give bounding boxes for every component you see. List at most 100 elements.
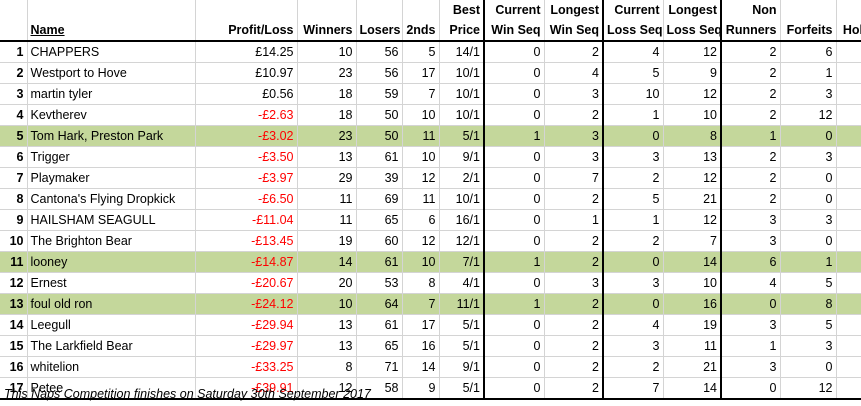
longest-win-seq-cell: 4 <box>544 62 604 84</box>
best-price-cell: 9/1 <box>439 356 485 378</box>
header-forfeits: Forfeits <box>780 20 837 42</box>
longest-loss-seq-cell: 16 <box>663 293 722 315</box>
header-row-bottom: Name Profit/Loss Winners Losers 2nds Pri… <box>0 20 861 42</box>
header-non-runners-top: Non <box>721 0 781 20</box>
holiday-cell: 0 <box>836 251 861 273</box>
longest-loss-seq-cell: 8 <box>663 125 722 147</box>
name-cell: Cantona's Flying Dropkick <box>27 188 196 210</box>
holiday-cell: 0 <box>836 209 861 231</box>
longest-loss-seq-cell: 12 <box>663 83 722 105</box>
current-win-seq-cell: 0 <box>483 209 545 231</box>
profit-loss-cell: -£3.97 <box>195 167 298 189</box>
profit-loss-cell: £0.56 <box>195 83 298 105</box>
name-cell: whitelion <box>27 356 196 378</box>
holiday-cell: 0 <box>836 356 861 378</box>
longest-win-seq-cell: 3 <box>544 272 604 294</box>
forfeits-cell: 12 <box>780 377 837 400</box>
longest-loss-seq-cell: 21 <box>663 356 722 378</box>
best-price-cell: 10/1 <box>439 188 485 210</box>
header-holiday: Holiday <box>836 20 861 42</box>
non-runners-cell: 2 <box>721 41 781 63</box>
losers-cell: 50 <box>356 104 403 126</box>
header-top-cell <box>836 0 861 20</box>
profit-loss-cell: -£3.02 <box>195 125 298 147</box>
holiday-cell: 0 <box>836 188 861 210</box>
current-win-seq-cell: 0 <box>483 167 545 189</box>
best-price-cell: 5/1 <box>439 335 485 357</box>
current-win-seq-cell: 0 <box>483 356 545 378</box>
current-win-seq-cell: 0 <box>483 104 545 126</box>
position-cell: 12 <box>0 272 28 294</box>
losers-cell: 69 <box>356 188 403 210</box>
losers-cell: 61 <box>356 251 403 273</box>
longest-win-seq-cell: 3 <box>544 125 604 147</box>
profit-loss-cell: -£11.04 <box>195 209 298 231</box>
header-profit-loss: Profit/Loss <box>195 20 298 42</box>
seconds-cell: 7 <box>402 83 440 105</box>
profit-loss-cell: -£39.91 <box>195 377 298 400</box>
forfeits-cell: 0 <box>780 167 837 189</box>
longest-win-seq-cell: 7 <box>544 167 604 189</box>
name-cell: Petee <box>27 377 196 400</box>
seconds-cell: 10 <box>402 251 440 273</box>
forfeits-cell: 8 <box>780 293 837 315</box>
holiday-cell: 8 <box>836 41 861 63</box>
name-cell: Tom Hark, Preston Park <box>27 125 196 147</box>
profit-loss-cell: -£29.97 <box>195 335 298 357</box>
current-win-seq-cell: 0 <box>483 146 545 168</box>
position-cell: 2 <box>0 62 28 84</box>
standings-body: 1CHAPPERS£14.251056514/1024122682Westpor… <box>0 41 861 400</box>
position-cell: 10 <box>0 230 28 252</box>
header-name: Name <box>27 20 196 42</box>
longest-win-seq-cell: 2 <box>544 104 604 126</box>
header-row-top: Best Current Longest Current Longest Non <box>0 0 861 20</box>
seconds-cell: 6 <box>402 209 440 231</box>
longest-win-seq-cell: 2 <box>544 293 604 315</box>
longest-win-seq-cell: 2 <box>544 188 604 210</box>
position-cell: 16 <box>0 356 28 378</box>
seconds-cell: 12 <box>402 230 440 252</box>
forfeits-cell: 3 <box>780 209 837 231</box>
current-loss-seq-cell: 5 <box>603 62 664 84</box>
header-top-cell <box>0 0 28 20</box>
longest-win-seq-cell: 2 <box>544 314 604 336</box>
seconds-cell: 12 <box>402 167 440 189</box>
longest-loss-seq-cell: 12 <box>663 41 722 63</box>
best-price-cell: 10/1 <box>439 83 485 105</box>
seconds-cell: 5 <box>402 41 440 63</box>
current-win-seq-cell: 1 <box>483 251 545 273</box>
longest-win-seq-cell: 2 <box>544 251 604 273</box>
profit-loss-cell: £14.25 <box>195 41 298 63</box>
non-runners-cell: 3 <box>721 356 781 378</box>
winners-cell: 23 <box>297 62 357 84</box>
current-loss-seq-cell: 0 <box>603 293 664 315</box>
current-win-seq-cell: 1 <box>483 293 545 315</box>
header-losers: Losers <box>356 20 403 42</box>
seconds-cell: 17 <box>402 314 440 336</box>
forfeits-cell: 0 <box>780 356 837 378</box>
longest-loss-seq-cell: 10 <box>663 104 722 126</box>
forfeits-cell: 0 <box>780 230 837 252</box>
forfeits-cell: 3 <box>780 335 837 357</box>
best-price-cell: 14/1 <box>439 41 485 63</box>
non-runners-cell: 2 <box>721 104 781 126</box>
header-current-win-seq: Win Seq <box>483 20 545 42</box>
forfeits-cell: 6 <box>780 41 837 63</box>
current-loss-seq-cell: 2 <box>603 230 664 252</box>
longest-win-seq-cell: 2 <box>544 230 604 252</box>
best-price-cell: 10/1 <box>439 104 485 126</box>
winners-cell: 10 <box>297 41 357 63</box>
table-row: 5 Tom Hark, Preston Park -£3.02 23 50 11 5/1 1 3… <box>0 125 861 147</box>
current-win-seq-cell: 1 <box>483 125 545 147</box>
seconds-cell: 10 <box>402 146 440 168</box>
holiday-cell: 3 <box>836 146 861 168</box>
header-current-win-top: Current <box>483 0 545 20</box>
non-runners-cell: 2 <box>721 62 781 84</box>
header-non-runners: Runners <box>721 20 781 42</box>
seconds-cell: 7 <box>402 293 440 315</box>
position-cell: 3 <box>0 83 28 105</box>
